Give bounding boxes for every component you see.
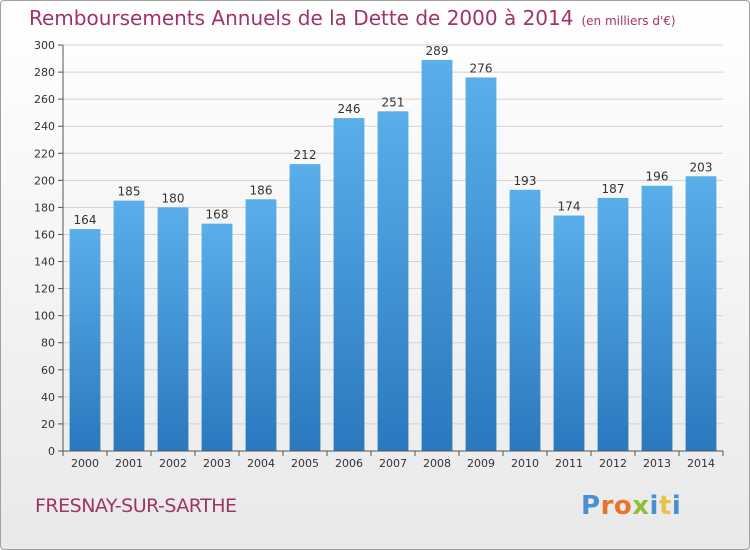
x-tick-label: 2004 — [247, 457, 275, 470]
bar-value-label: 168 — [206, 208, 229, 222]
bar — [421, 59, 453, 452]
y-tick-label: 280 — [34, 66, 55, 79]
x-tick-label: 2007 — [379, 457, 407, 470]
x-tick-label: 2014 — [687, 457, 715, 470]
y-tick-label: 40 — [41, 391, 55, 404]
x-tick-label: 2011 — [555, 457, 583, 470]
bar-value-label: 164 — [74, 213, 97, 227]
bar — [597, 197, 629, 451]
x-tick-label: 2001 — [115, 457, 143, 470]
x-tick-label: 2002 — [159, 457, 187, 470]
y-tick-label: 220 — [34, 147, 55, 160]
bar — [509, 189, 541, 451]
bar-value-label: 185 — [118, 185, 141, 199]
y-tick-label: 0 — [48, 445, 55, 458]
bar-value-label: 289 — [426, 44, 449, 58]
x-tick-label: 2010 — [511, 457, 539, 470]
bar-value-label: 251 — [382, 95, 405, 109]
y-axis: 0 20 40 60 80 100 120 140 160 180 200 220 240 260 280 3… — [34, 39, 64, 458]
x-tick-label: 2006 — [335, 457, 363, 470]
bar — [157, 207, 189, 451]
x-tick-label: 2009 — [467, 457, 495, 470]
bar — [333, 118, 365, 451]
y-tick-label: 20 — [41, 418, 55, 431]
x-tick-label: 2008 — [423, 457, 451, 470]
bar-value-label: 276 — [470, 61, 493, 75]
bar-value-label: 186 — [250, 183, 273, 197]
x-tick-label: 2003 — [203, 457, 231, 470]
bar — [245, 199, 277, 451]
bar-value-label: 196 — [646, 170, 669, 184]
bar — [289, 164, 321, 452]
x-tick-label: 2013 — [643, 457, 671, 470]
bar — [69, 229, 101, 451]
y-tick-label: 120 — [34, 283, 55, 296]
bar — [377, 111, 409, 452]
bar — [685, 176, 717, 452]
bar-value-label: 212 — [294, 148, 317, 162]
bar-value-label: 187 — [602, 182, 625, 196]
bar — [641, 185, 673, 451]
x-axis: 2000 2001 2002 2003 2004 2005 2006 2007 2008 2009… — [62, 450, 724, 470]
bar-value-label: 203 — [690, 160, 713, 174]
proxiti-logo: Proxiti — [581, 491, 682, 521]
bars: 164 185 180 168 186 212 246 251 289 276 193 174 187 1… — [69, 44, 717, 452]
bar-value-label: 193 — [514, 174, 537, 188]
bar-value-label: 180 — [162, 191, 185, 205]
bar-value-label: 246 — [338, 102, 361, 116]
bar-value-label: 174 — [558, 200, 581, 214]
y-tick-label: 140 — [34, 256, 55, 269]
x-tick-label: 2005 — [291, 457, 319, 470]
bar — [553, 215, 585, 451]
y-tick-label: 200 — [34, 174, 55, 187]
chart-title: Remboursements Annuels de la Dette de 20… — [29, 6, 676, 30]
x-tick-label: 2000 — [71, 457, 99, 470]
chart-title-text: Remboursements Annuels de la Dette de 20… — [29, 6, 574, 30]
y-tick-label: 80 — [41, 337, 55, 350]
commune-name: FRESNAY-SUR-SARTHE — [35, 495, 237, 517]
y-tick-label: 260 — [34, 93, 55, 106]
bar — [465, 77, 497, 451]
y-tick-label: 100 — [34, 310, 55, 323]
x-tick-label: 2012 — [599, 457, 627, 470]
bar — [113, 200, 145, 451]
y-tick-label: 160 — [34, 228, 55, 241]
bar — [201, 223, 233, 451]
y-tick-label: 240 — [34, 120, 55, 133]
chart-unit: (en milliers d'€) — [581, 14, 676, 28]
y-tick-label: 300 — [34, 39, 55, 52]
y-tick-label: 180 — [34, 201, 55, 214]
y-tick-label: 60 — [41, 364, 55, 377]
